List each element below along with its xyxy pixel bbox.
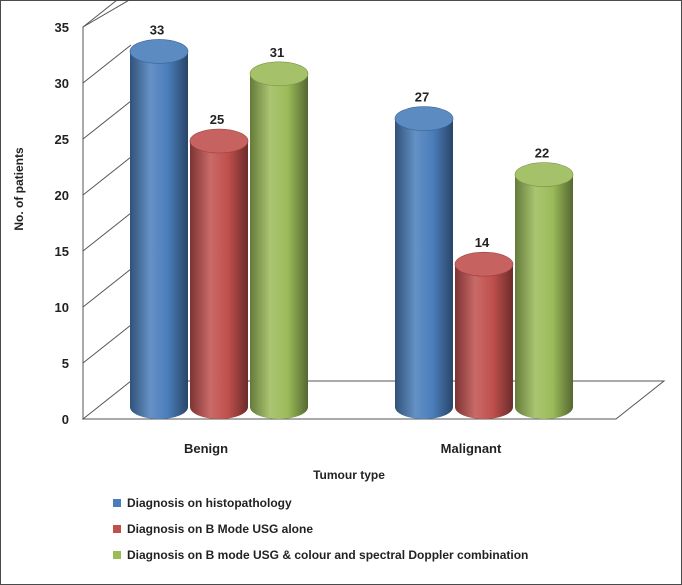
x-tick-label: Benign	[184, 441, 228, 456]
floor	[81, 380, 666, 420]
legend-swatch	[113, 551, 121, 559]
x-axis-title: Tumour type	[313, 468, 385, 482]
y-axis-ticks: 0 5 10 15 20 25 30 35	[55, 20, 69, 427]
x-tick-label: Malignant	[441, 441, 502, 456]
y-axis-title: No. of patients	[12, 147, 26, 231]
data-label: 22	[535, 146, 549, 161]
legend-label: Diagnosis on B mode USG & colour and spe…	[127, 548, 529, 562]
bar-top	[514, 162, 574, 187]
legend: Diagnosis on histopathology Diagnosis on …	[113, 490, 528, 568]
bar-body	[250, 73, 308, 420]
bar-top	[454, 251, 514, 277]
legend-item: Diagnosis on B mode USG & colour and spe…	[113, 542, 528, 568]
gridline-side	[82, 1, 117, 28]
gridlines	[82, 1, 132, 364]
x-axis-categories: Benign Malignant	[184, 441, 502, 456]
bar-malignant-0	[394, 106, 454, 419]
gridline-side	[82, 268, 132, 308]
bar-top	[189, 128, 249, 154]
y-tick-label: 35	[55, 20, 69, 35]
bar-malignant-2	[514, 162, 574, 419]
data-label: 33	[150, 22, 164, 37]
bar-top	[394, 106, 454, 131]
data-labels: 33 25 31 27 14 22	[150, 22, 549, 250]
y-tick-label: 10	[55, 300, 69, 315]
legend-swatch	[113, 499, 121, 507]
legend-item: Diagnosis on histopathology	[113, 490, 528, 516]
gridline-side	[82, 44, 132, 84]
legend-label: Diagnosis on B Mode USG alone	[127, 522, 314, 536]
y-tick-label: 30	[55, 76, 69, 91]
y-tick-label: 0	[62, 412, 69, 427]
gridline-side	[82, 212, 132, 252]
bar-body	[455, 264, 513, 419]
bar-benign-1	[189, 128, 249, 419]
y-tick-label: 15	[55, 244, 69, 259]
y-tick-label: 20	[55, 188, 69, 203]
data-label: 25	[210, 112, 224, 127]
bar-body	[130, 51, 188, 420]
gridline-side	[82, 156, 132, 196]
gridline-side	[82, 100, 132, 140]
gridline-side	[82, 324, 132, 364]
data-label: 14	[475, 235, 490, 250]
y-tick-label: 5	[62, 356, 69, 371]
bar-top	[249, 61, 309, 87]
legend-item: Diagnosis on B Mode USG alone	[113, 516, 528, 542]
bar-body	[395, 118, 453, 419]
bar-malignant-1	[454, 251, 514, 419]
bar-chart: 0 5 10 15 20 25 30 35 33 25 31 27 14 22 Benign Malign…	[12, 1, 666, 482]
legend-label: Diagnosis on histopathology	[127, 496, 292, 510]
legend-swatch	[113, 525, 121, 533]
bar-body	[190, 141, 248, 419]
data-label: 27	[415, 90, 429, 105]
y-tick-label: 25	[55, 132, 69, 147]
bars	[129, 39, 574, 420]
data-label: 31	[270, 45, 284, 60]
bar-benign-2	[249, 61, 309, 420]
bar-benign-0	[129, 39, 189, 420]
bar-body	[515, 174, 573, 419]
bar-top	[129, 39, 189, 64]
